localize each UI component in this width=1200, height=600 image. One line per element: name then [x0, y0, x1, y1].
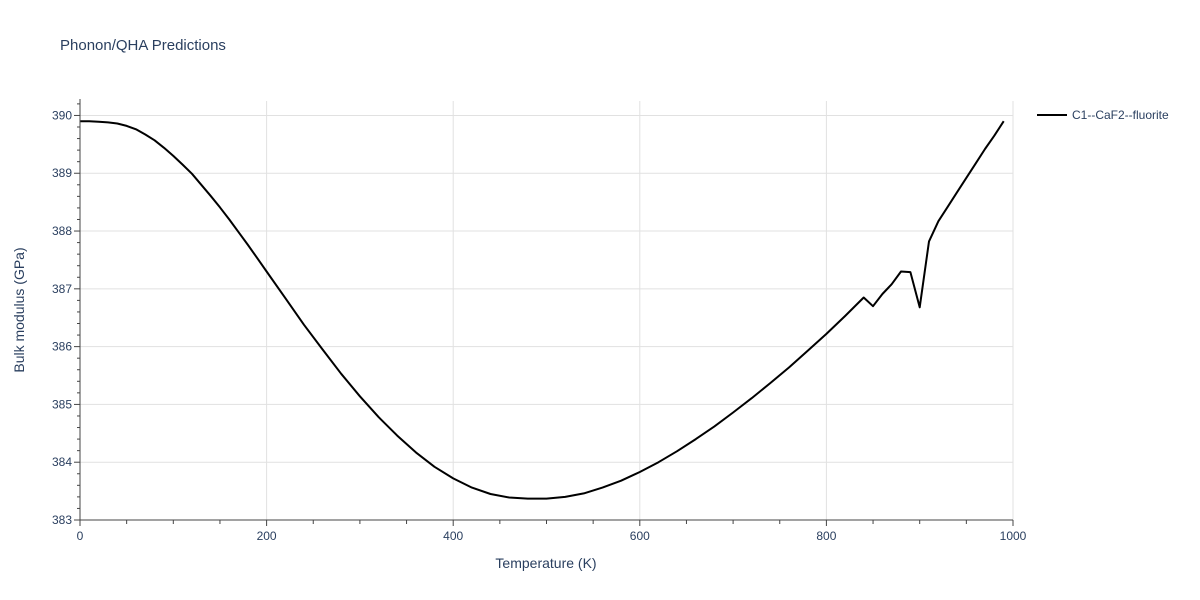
- y-axis-ticks: 383 384 385 386 387 388 389 390: [52, 108, 72, 527]
- x-tick-label: 200: [257, 529, 277, 543]
- x-axis-ticks: 0 200 400 600 800 1000: [77, 529, 1027, 543]
- x-tick-label: 0: [77, 529, 84, 543]
- y-tick-label: 389: [52, 166, 72, 180]
- x-tick-label: 800: [816, 529, 836, 543]
- y-tick-label: 387: [52, 282, 72, 296]
- y-tick-label: 390: [52, 108, 72, 122]
- y-tick-label: 386: [52, 340, 72, 354]
- y-tick-label: 388: [52, 224, 72, 238]
- x-tick-label: 600: [630, 529, 650, 543]
- grid-lines: [80, 101, 1014, 520]
- y-axis-title: Bulk modulus (GPa): [11, 247, 27, 372]
- chart-title: Phonon/QHA Predictions: [60, 37, 226, 54]
- axes: [74, 99, 1014, 526]
- x-axis-title: Temperature (K): [495, 555, 596, 571]
- y-tick-label: 384: [52, 455, 72, 469]
- y-tick-label: 383: [52, 513, 72, 527]
- x-tick-label: 400: [443, 529, 463, 543]
- legend[interactable]: C1--CaF2--fluorite: [1037, 108, 1169, 122]
- legend-label: C1--CaF2--fluorite: [1072, 108, 1169, 122]
- plot-area: [80, 120, 1005, 500]
- series-line-0: [80, 120, 1005, 500]
- y-tick-label: 385: [52, 397, 72, 411]
- x-tick-label: 1000: [1000, 529, 1027, 543]
